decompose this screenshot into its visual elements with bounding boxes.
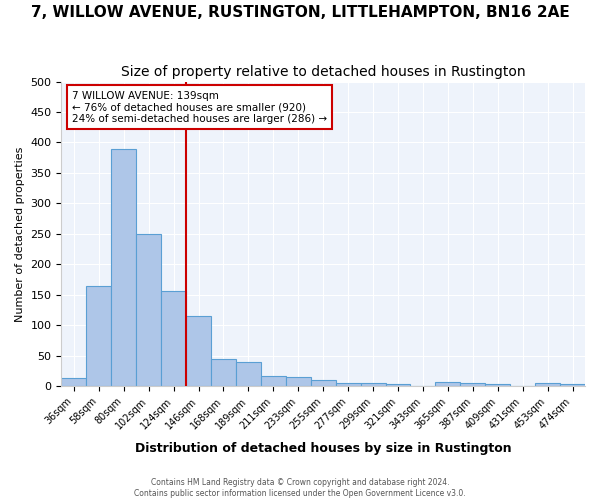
Bar xyxy=(361,383,386,386)
Bar xyxy=(436,382,460,386)
Text: 7 WILLOW AVENUE: 139sqm
← 76% of detached houses are smaller (920)
24% of semi-d: 7 WILLOW AVENUE: 139sqm ← 76% of detache… xyxy=(72,90,327,124)
Bar xyxy=(535,383,560,386)
Bar xyxy=(161,290,186,386)
Bar xyxy=(460,383,485,386)
X-axis label: Distribution of detached houses by size in Rustington: Distribution of detached houses by size … xyxy=(135,442,512,455)
Bar xyxy=(236,362,261,386)
Bar xyxy=(286,377,311,386)
Bar xyxy=(261,376,286,386)
Bar xyxy=(136,234,161,386)
Bar xyxy=(186,316,211,386)
Bar xyxy=(211,360,236,386)
Bar xyxy=(485,384,510,386)
Title: Size of property relative to detached houses in Rustington: Size of property relative to detached ho… xyxy=(121,65,526,79)
Bar xyxy=(335,382,361,386)
Y-axis label: Number of detached properties: Number of detached properties xyxy=(15,146,25,322)
Bar xyxy=(560,384,585,386)
Bar xyxy=(386,384,410,386)
Bar xyxy=(311,380,335,386)
Text: Contains HM Land Registry data © Crown copyright and database right 2024.
Contai: Contains HM Land Registry data © Crown c… xyxy=(134,478,466,498)
Bar xyxy=(61,378,86,386)
Bar xyxy=(111,148,136,386)
Bar xyxy=(86,286,111,386)
Text: 7, WILLOW AVENUE, RUSTINGTON, LITTLEHAMPTON, BN16 2AE: 7, WILLOW AVENUE, RUSTINGTON, LITTLEHAMP… xyxy=(31,5,569,20)
